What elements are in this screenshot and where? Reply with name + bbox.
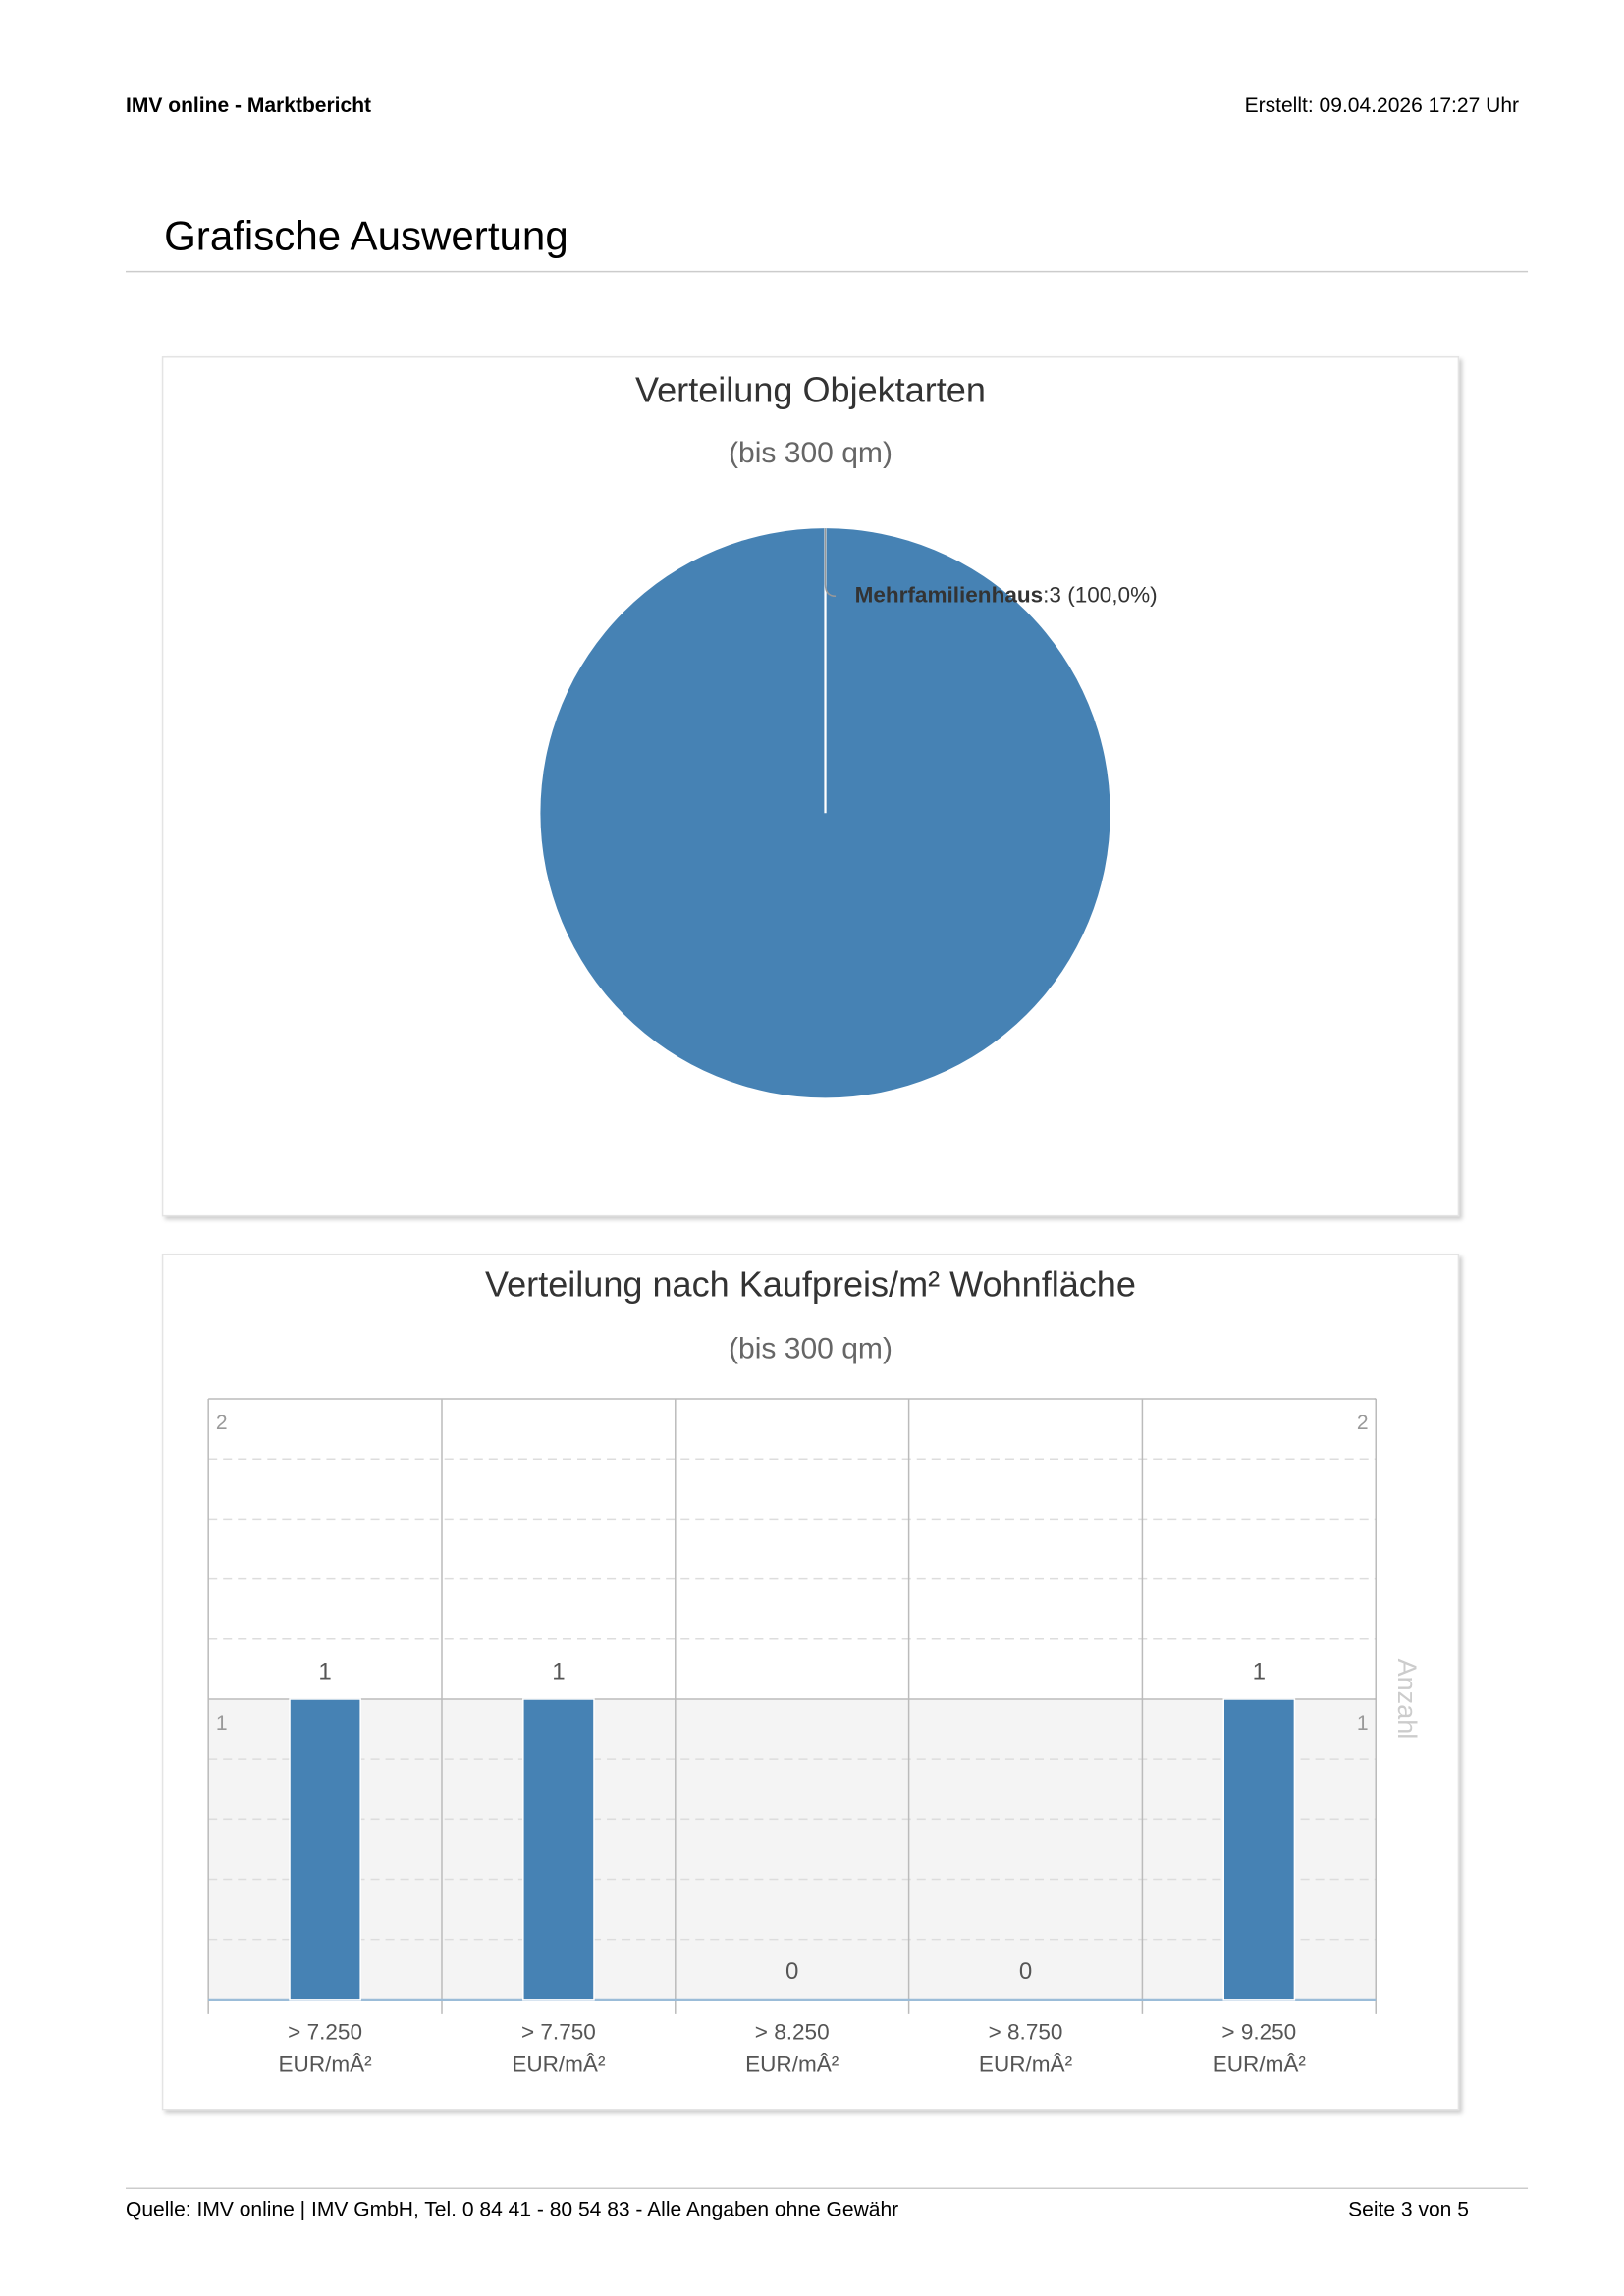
chart-title: Verteilung Objektarten bbox=[635, 369, 986, 409]
chart-subtitle: (bis 300 qm) bbox=[729, 437, 893, 469]
x-tick-label: > 7.750 EUR/mÂ² bbox=[512, 2019, 606, 2076]
y2-axis-label: Anzahl bbox=[1392, 1659, 1422, 1740]
bar bbox=[289, 1698, 361, 2001]
slice-label-group: Mehrfamilienhaus:3 (100,0%) bbox=[855, 582, 1158, 607]
bar-chart: 1 2 1 2 Anzahl 1 > 7.250 EUR/mÂ² 1 > 7.750 EUR/mÂ²… bbox=[207, 1398, 1422, 2076]
data-label: 1 bbox=[1253, 1658, 1266, 1684]
data-label: 1 bbox=[318, 1658, 331, 1684]
x-tick-label: > 9.250 EUR/mÂ² bbox=[1213, 2019, 1307, 2076]
bar bbox=[1222, 1698, 1296, 2001]
chart-title: Verteilung nach Kaufpreis/m² Wohnfläche bbox=[485, 1263, 1136, 1304]
y-tick-label: 1 bbox=[216, 1712, 228, 1735]
plot-band bbox=[208, 1698, 1377, 2000]
chart-subtitle: (bis 300 qm) bbox=[729, 1332, 893, 1364]
data-label: 1 bbox=[552, 1658, 565, 1684]
header-right: Erstellt: 09.04.2026 17:27 Uhr bbox=[1245, 94, 1519, 117]
header-left: IMV online - Marktbericht bbox=[126, 94, 371, 117]
y2-tick-label: 1 bbox=[1357, 1712, 1369, 1735]
data-label: 0 bbox=[1019, 1958, 1032, 1985]
data-label: 0 bbox=[785, 1958, 798, 1985]
y2-tick-label: 2 bbox=[1357, 1412, 1369, 1434]
footer-right: Seite 3 von 5 bbox=[1348, 2198, 1469, 2220]
footer-left: Quelle: IMV online | IMV GmbH, Tel. 0 84… bbox=[126, 2198, 898, 2220]
y-tick-label: 2 bbox=[216, 1412, 228, 1434]
slice-label: Mehrfamilienhaus bbox=[855, 582, 1044, 607]
x-tick-label: > 7.250 EUR/mÂ² bbox=[279, 2019, 373, 2076]
slice-value-label: :3 (100,0%) bbox=[1043, 582, 1157, 607]
x-tick-label: > 8.250 EUR/mÂ² bbox=[745, 2019, 839, 2076]
label-connector bbox=[824, 528, 837, 598]
x-tick-label: > 8.750 EUR/mÂ² bbox=[979, 2019, 1073, 2076]
section-title: Grafische Auswertung bbox=[164, 213, 568, 259]
pie-chart: Mehrfamilienhaus:3 (100,0%) bbox=[540, 528, 1158, 1098]
bar bbox=[522, 1698, 595, 2001]
